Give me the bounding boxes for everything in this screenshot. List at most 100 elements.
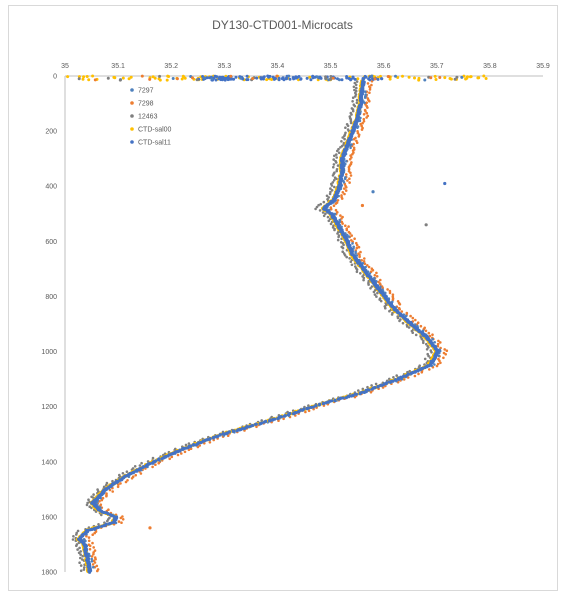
data-point <box>332 158 336 161</box>
data-point <box>76 548 79 551</box>
data-point <box>235 429 239 433</box>
data-point <box>96 569 99 573</box>
y-tick-label: 200 <box>45 129 57 136</box>
data-point <box>327 196 331 199</box>
data-point <box>371 77 374 81</box>
data-point <box>124 480 128 484</box>
data-point <box>375 271 378 275</box>
data-point <box>423 78 427 82</box>
data-point <box>203 76 207 80</box>
data-point <box>119 482 122 485</box>
data-point <box>157 461 160 465</box>
axes: 35 35.1 35.2 35.3 35.4 35.5 35.6 35.7 35.8 35.9 0 2… <box>41 63 549 577</box>
y-tick-label: 400 <box>45 184 57 191</box>
data-point <box>82 75 86 79</box>
data-point <box>336 164 340 167</box>
data-point <box>342 243 345 247</box>
data-point <box>287 74 291 78</box>
data-point <box>336 397 341 401</box>
data-point <box>75 544 78 548</box>
data-point <box>413 374 417 378</box>
data-point <box>428 368 431 371</box>
data-point <box>226 76 230 79</box>
data-point <box>348 157 352 161</box>
data-point <box>102 510 106 515</box>
data-point <box>395 374 399 377</box>
data-point <box>330 189 334 192</box>
data-point <box>119 516 123 520</box>
y-tick-label: 800 <box>45 294 57 301</box>
data-point <box>413 76 416 80</box>
x-tick-label: 35.7 <box>430 63 444 70</box>
data-point <box>92 546 95 549</box>
data-point <box>151 456 155 460</box>
data-point <box>160 457 164 461</box>
data-point <box>329 77 333 81</box>
data-point <box>370 285 374 288</box>
data-point <box>90 506 93 510</box>
data-point <box>379 383 383 387</box>
data-point <box>417 372 420 376</box>
data-point <box>349 171 352 175</box>
data-point <box>126 479 129 482</box>
data-point <box>350 263 354 267</box>
data-point <box>347 167 351 171</box>
data-point <box>262 75 266 79</box>
data-point <box>341 222 344 225</box>
data-point <box>336 232 339 235</box>
data-point <box>373 293 377 296</box>
data-point <box>409 314 412 318</box>
data-point <box>228 77 232 81</box>
data-point <box>387 380 391 384</box>
data-point <box>86 501 89 505</box>
data-point <box>388 377 391 381</box>
data-point <box>345 173 348 176</box>
data-point <box>376 77 380 81</box>
data-point <box>151 465 154 469</box>
data-point <box>435 364 439 368</box>
data-point <box>362 260 366 263</box>
data-point <box>91 74 95 78</box>
data-point <box>396 76 400 79</box>
data-point <box>353 237 356 240</box>
data-point <box>366 264 369 267</box>
data-point <box>423 357 427 361</box>
data-point <box>476 76 480 80</box>
data-point <box>414 333 418 337</box>
data-point <box>221 432 225 436</box>
data-point <box>315 205 319 209</box>
data-point <box>438 359 441 363</box>
data-point <box>133 465 137 468</box>
data-point <box>350 234 354 237</box>
data-point <box>105 481 109 485</box>
data-point <box>434 78 438 81</box>
data-point <box>134 473 137 477</box>
data-point <box>157 77 161 81</box>
data-point <box>436 362 440 366</box>
data-point <box>357 245 361 249</box>
data-point <box>168 457 171 461</box>
legend-marker <box>130 88 134 92</box>
data-point <box>365 111 369 115</box>
data-point <box>129 75 133 79</box>
data-point <box>338 218 342 222</box>
data-point <box>116 485 120 489</box>
data-point <box>87 498 90 502</box>
data-point <box>125 470 129 474</box>
data-point <box>93 526 97 531</box>
data-point <box>427 331 431 335</box>
data-point <box>422 339 425 343</box>
data-point <box>343 192 346 196</box>
data-point <box>348 177 351 180</box>
data-point <box>396 316 400 320</box>
data-point <box>343 254 347 257</box>
data-point <box>258 422 262 426</box>
data-point <box>223 78 227 82</box>
data-point <box>401 321 405 325</box>
data-point <box>343 177 347 181</box>
data-point <box>88 547 92 551</box>
data-point <box>311 75 315 79</box>
data-point <box>272 77 276 81</box>
data-point <box>439 341 442 344</box>
data-point <box>243 426 247 430</box>
